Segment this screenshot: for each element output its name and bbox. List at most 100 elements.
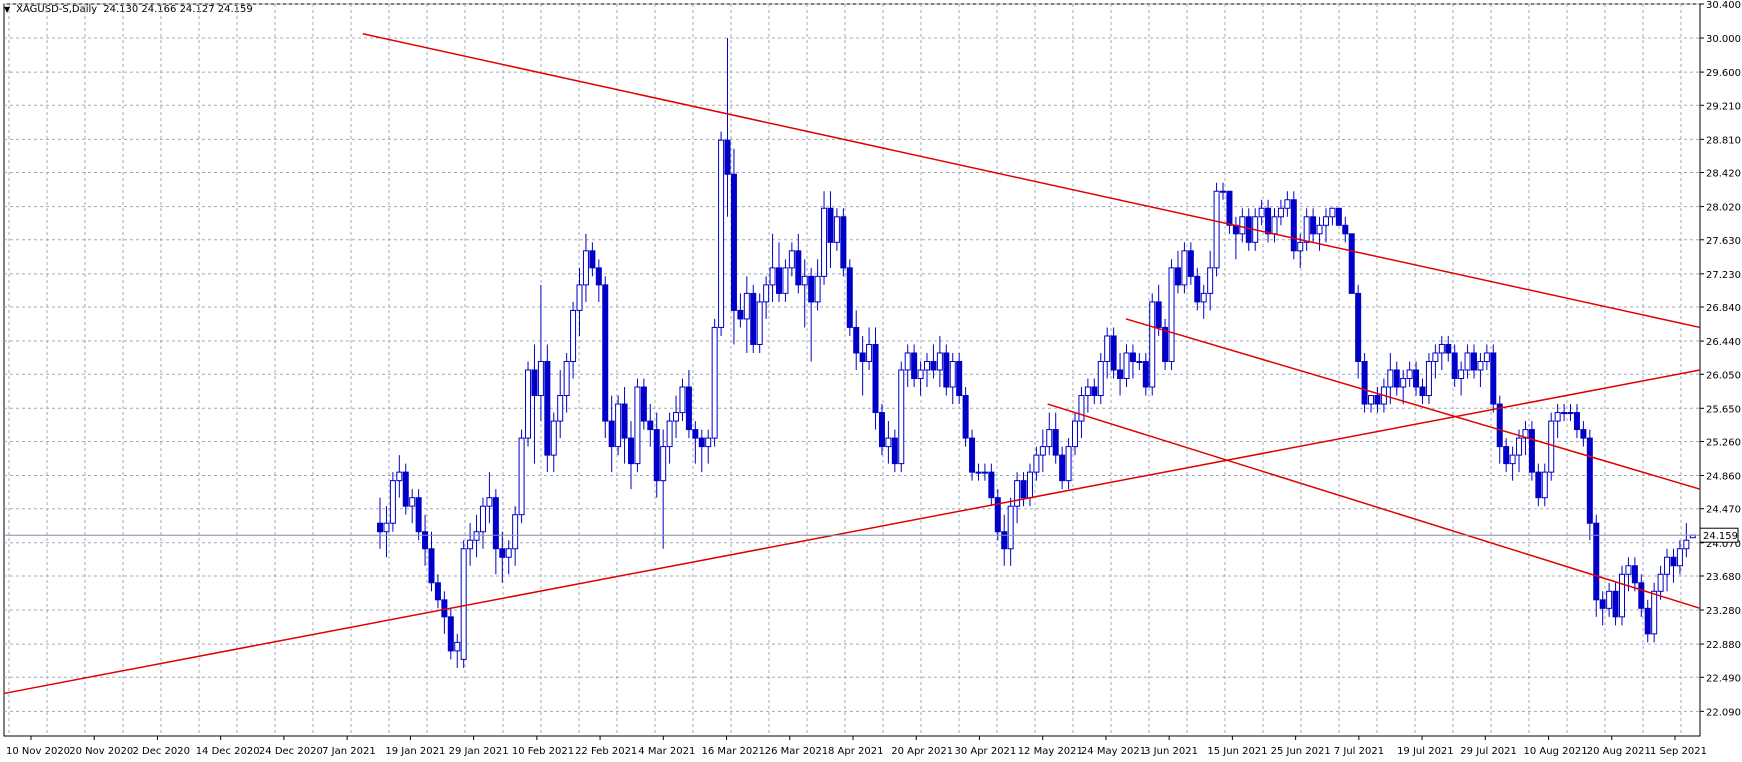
y-tick-label: 24.470 [1706, 505, 1741, 516]
candle-body [1451, 352, 1458, 380]
candle-body [550, 420, 557, 456]
candle-body [924, 360, 931, 371]
candle-body [1174, 267, 1181, 286]
candle-body [1464, 352, 1471, 371]
candle-body [377, 522, 384, 533]
candle-body [743, 292, 750, 320]
candle-body [1406, 369, 1413, 380]
y-tick-label: 25.650 [1706, 404, 1741, 415]
candle-body [1413, 369, 1420, 388]
candle-body [936, 352, 943, 371]
candle-body [775, 267, 782, 294]
candle-body [846, 267, 853, 328]
candle-body [718, 139, 725, 328]
x-tick-label: 29 Jan 2021 [449, 746, 509, 757]
y-tick-label: 30.400 [1706, 0, 1741, 11]
candle-body [576, 284, 583, 311]
candle-body [872, 343, 879, 414]
candle-body [1361, 360, 1368, 405]
x-tick-label: 20 Nov 2020 [69, 746, 133, 757]
x-tick-label: 10 Nov 2020 [6, 746, 70, 757]
candle-body [711, 326, 718, 439]
y-tick-label: 24.860 [1706, 472, 1741, 483]
candle-body [1496, 403, 1503, 448]
candle-body [853, 326, 860, 354]
candle-body [422, 531, 429, 550]
candle-body [673, 412, 680, 422]
candle-body [1573, 412, 1580, 431]
candle-body [1097, 360, 1104, 397]
candle-body [647, 420, 654, 431]
candle-body [1374, 395, 1381, 405]
candle-body [801, 275, 808, 286]
candle-body [434, 582, 441, 601]
candle-body [788, 250, 795, 269]
x-tick-label: 19 Jan 2021 [385, 746, 445, 757]
y-tick-label: 25.260 [1706, 437, 1741, 448]
candle-body [1226, 190, 1233, 226]
candle-body [441, 599, 448, 618]
candle-body [1039, 446, 1046, 456]
candle-body [1599, 599, 1606, 609]
candle-body [1400, 378, 1407, 388]
y-tick-label: 24.070 [1706, 539, 1741, 550]
candle-body [1535, 471, 1542, 499]
x-tick-label: 24 Dec 2020 [259, 746, 323, 757]
x-tick-label: 25 Jun 2021 [1271, 746, 1331, 757]
candle-body [750, 292, 757, 345]
candle-body [782, 267, 789, 294]
candle-body [1149, 301, 1156, 388]
triangle-down-icon[interactable]: ▼ [4, 5, 11, 14]
candle-body [447, 616, 454, 652]
candle-body [492, 497, 499, 550]
candle-body [396, 471, 403, 482]
candle-body [460, 548, 467, 660]
trendline [3, 369, 1701, 695]
candle-body [1664, 556, 1671, 575]
y-tick-label: 28.020 [1706, 203, 1741, 214]
candle-body [473, 531, 480, 541]
candle-body [763, 284, 770, 303]
y-tick-label: 28.420 [1706, 169, 1741, 180]
candle-body [1020, 480, 1027, 499]
candle-body [904, 352, 911, 371]
y-tick-label: 22.880 [1706, 640, 1741, 651]
candle-body [640, 386, 647, 422]
trendline [1047, 403, 1701, 610]
candle-body [1548, 420, 1555, 473]
candle-body [1220, 190, 1227, 193]
candle-body [415, 497, 422, 533]
candle-body [1638, 582, 1645, 609]
x-tick-label: 10 Feb 2021 [512, 746, 574, 757]
y-tick-label: 30.000 [1706, 34, 1741, 45]
candle-body [1368, 395, 1375, 405]
candle-body [1593, 522, 1600, 601]
candle-body [1136, 360, 1143, 363]
x-tick-label: 4 Mar 2021 [638, 746, 695, 757]
candle-body [1123, 352, 1130, 380]
candle-body [1258, 207, 1265, 218]
candle-body [1541, 471, 1548, 499]
x-tick-label: 3 Jun 2021 [1144, 746, 1198, 757]
candle-body [1007, 505, 1014, 550]
candle-body [1445, 343, 1452, 354]
x-tick-label: 8 Apr 2021 [828, 746, 883, 757]
candle-body [821, 207, 828, 277]
candle-body [531, 369, 538, 397]
candle-body [698, 437, 705, 448]
candle-body [1393, 369, 1400, 388]
y-tick-label: 23.680 [1706, 572, 1741, 583]
y-tick-label: 26.050 [1706, 370, 1741, 381]
candle-body [1438, 343, 1445, 354]
candle-body [1419, 386, 1426, 397]
candle-body [679, 386, 686, 414]
candle-body [814, 275, 821, 303]
candle-body [589, 250, 596, 269]
candle-body [1387, 369, 1394, 388]
candle-body [1644, 607, 1651, 635]
x-tick-label: 14 Dec 2020 [196, 746, 260, 757]
candle-body [1561, 412, 1568, 415]
candle-body [428, 548, 435, 584]
